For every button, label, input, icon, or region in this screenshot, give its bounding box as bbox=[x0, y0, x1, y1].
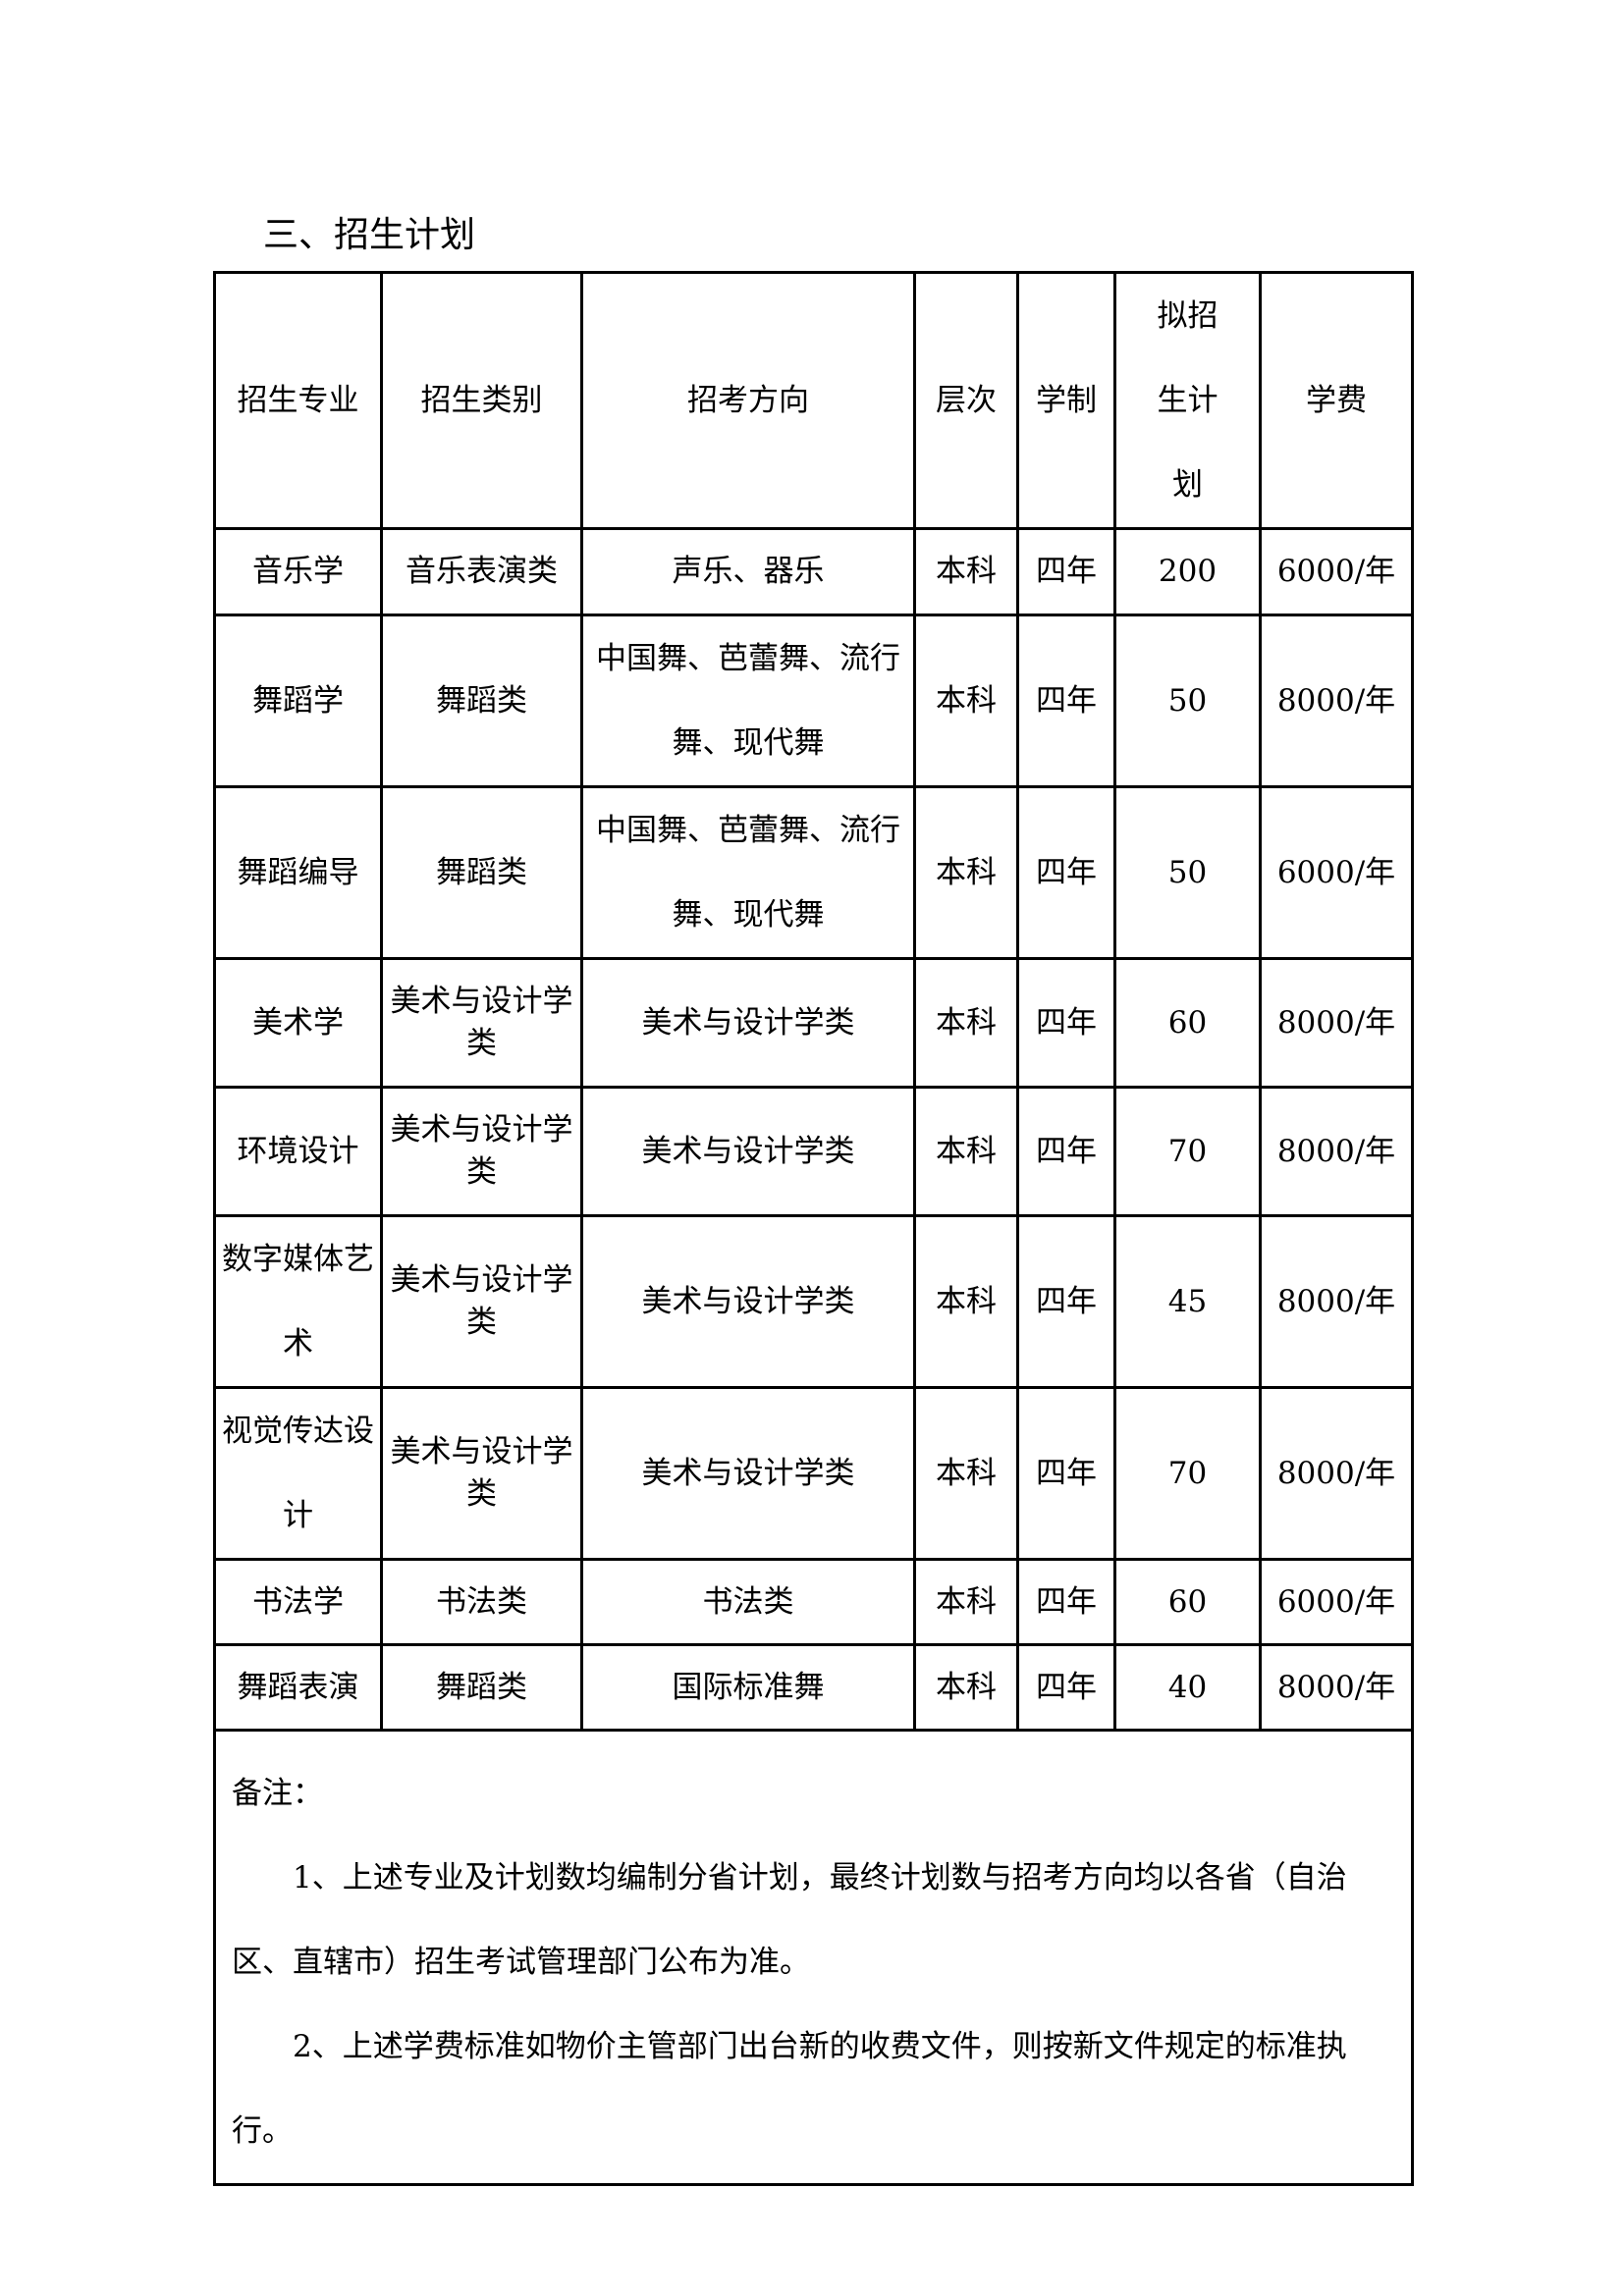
table-cell: 本科 bbox=[913, 1214, 1019, 1389]
table-cell: 美术与设计学类 bbox=[580, 1386, 916, 1561]
table-cell: 美术与设计学类 bbox=[380, 1214, 583, 1389]
header-row: 招生专业 招生类别 招考方向 层次 学制 拟招生计划 学费 bbox=[213, 271, 1414, 530]
table-cell: 视觉传达设计 bbox=[213, 1386, 383, 1561]
table-cell: 国际标准舞 bbox=[580, 1643, 916, 1732]
note-item: 2、上述学费标准如物价主管部门出台新的收费文件，则按新文件规定的标准执行。 bbox=[232, 2029, 1347, 2149]
table-cell: 8000/年 bbox=[1259, 1086, 1414, 1217]
table-cell: 音乐表演类 bbox=[380, 527, 583, 616]
table-cell: 舞蹈类 bbox=[380, 1643, 583, 1732]
table-cell: 书法学 bbox=[213, 1558, 383, 1646]
table-cell: 8000/年 bbox=[1259, 1643, 1414, 1732]
table-cell: 8000/年 bbox=[1259, 1214, 1414, 1389]
table-cell: 200 bbox=[1113, 527, 1262, 616]
table-cell: 50 bbox=[1113, 785, 1262, 960]
table-row: 音乐学 音乐表演类 声乐、器乐 本科 四年 200 6000/年 bbox=[213, 527, 1414, 616]
header-cell: 招生类别 bbox=[380, 271, 583, 530]
table-cell: 舞蹈学 bbox=[213, 614, 383, 788]
table-cell: 70 bbox=[1113, 1386, 1262, 1561]
table-cell: 书法类 bbox=[580, 1558, 916, 1646]
table-row: 视觉传达设计 美术与设计学类 美术与设计学类 本科 四年 70 8000/年 bbox=[213, 1386, 1414, 1561]
table-cell: 四年 bbox=[1016, 1214, 1116, 1389]
header-cell: 层次 bbox=[913, 271, 1019, 530]
table-cell: 本科 bbox=[913, 1086, 1019, 1217]
table-row: 舞蹈编导 舞蹈类 中国舞、芭蕾舞、流行舞、现代舞 本科 四年 50 6000/年 bbox=[213, 785, 1414, 960]
table-cell: 6000/年 bbox=[1259, 785, 1414, 960]
table-cell: 四年 bbox=[1016, 1386, 1116, 1561]
table-cell: 50 bbox=[1113, 614, 1262, 788]
table-cell: 70 bbox=[1113, 1086, 1262, 1217]
table-cell: 45 bbox=[1113, 1214, 1262, 1389]
table-cell: 美术与设计学类 bbox=[580, 1086, 916, 1217]
table-cell: 舞蹈表演 bbox=[213, 1643, 383, 1732]
table-row: 环境设计 美术与设计学类 美术与设计学类 本科 四年 70 8000/年 bbox=[213, 1086, 1414, 1217]
header-cell: 拟招生计划 bbox=[1113, 271, 1262, 530]
table-cell: 舞蹈类 bbox=[380, 614, 583, 788]
table-cell: 6000/年 bbox=[1259, 527, 1414, 616]
table-row: 美术学 美术与设计学类 美术与设计学类 本科 四年 60 8000/年 bbox=[213, 957, 1414, 1089]
table-cell: 美术与设计学类 bbox=[380, 1386, 583, 1561]
table-cell: 本科 bbox=[913, 1643, 1019, 1732]
table-row: 舞蹈表演 舞蹈类 国际标准舞 本科 四年 40 8000/年 bbox=[213, 1643, 1414, 1732]
notes-label: 备注： bbox=[232, 1776, 323, 1811]
table-row: 舞蹈学 舞蹈类 中国舞、芭蕾舞、流行舞、现代舞 本科 四年 50 8000/年 bbox=[213, 614, 1414, 788]
table-cell: 四年 bbox=[1016, 614, 1116, 788]
table-cell: 环境设计 bbox=[213, 1086, 383, 1217]
note-item: 1、上述专业及计划数均编制分省计划，最终计划数与招考方向均以各省（自治区、直辖市… bbox=[232, 1860, 1347, 1980]
table-cell: 美术与设计学类 bbox=[580, 1214, 916, 1389]
table-cell: 书法类 bbox=[380, 1558, 583, 1646]
table-cell: 音乐学 bbox=[213, 527, 383, 616]
table-row: 数字媒体艺术 美术与设计学类 美术与设计学类 本科 四年 45 8000/年 bbox=[213, 1214, 1414, 1389]
table-cell: 声乐、器乐 bbox=[580, 527, 916, 616]
table-cell: 美术与设计学类 bbox=[380, 1086, 583, 1217]
table-cell: 本科 bbox=[913, 1558, 1019, 1646]
table-cell: 8000/年 bbox=[1259, 614, 1414, 788]
section-title: 三、招生计划 bbox=[263, 215, 476, 255]
table-cell: 四年 bbox=[1016, 1558, 1116, 1646]
table-cell: 60 bbox=[1113, 957, 1262, 1089]
table-cell: 本科 bbox=[913, 957, 1019, 1089]
table-cell: 舞蹈编导 bbox=[213, 785, 383, 960]
header-cell: 学费 bbox=[1259, 271, 1414, 530]
table-cell: 6000/年 bbox=[1259, 1558, 1414, 1646]
table-cell: 60 bbox=[1113, 1558, 1262, 1646]
table-cell: 数字媒体艺术 bbox=[213, 1214, 383, 1389]
table-cell: 中国舞、芭蕾舞、流行舞、现代舞 bbox=[580, 785, 916, 960]
header-cell: 招生专业 bbox=[213, 271, 383, 530]
table-cell: 四年 bbox=[1016, 785, 1116, 960]
table-cell: 四年 bbox=[1016, 1643, 1116, 1732]
table-cell: 美术与设计学类 bbox=[380, 957, 583, 1089]
table-cell: 本科 bbox=[913, 527, 1019, 616]
table-cell: 40 bbox=[1113, 1643, 1262, 1732]
table-row: 书法学 书法类 书法类 本科 四年 60 6000/年 bbox=[213, 1558, 1414, 1646]
table-cell: 8000/年 bbox=[1259, 1386, 1414, 1561]
table-cell: 舞蹈类 bbox=[380, 785, 583, 960]
table-cell: 四年 bbox=[1016, 1086, 1116, 1217]
table-cell: 中国舞、芭蕾舞、流行舞、现代舞 bbox=[580, 614, 916, 788]
table-cell: 8000/年 bbox=[1259, 957, 1414, 1089]
table-cell: 本科 bbox=[913, 785, 1019, 960]
table-cell: 四年 bbox=[1016, 957, 1116, 1089]
table-cell: 美术与设计学类 bbox=[580, 957, 916, 1089]
table-cell: 美术学 bbox=[213, 957, 383, 1089]
enrollment-plan-table: 招生专业 招生类别 招考方向 层次 学制 拟招生计划 学费 音乐学 音乐表演类 声乐… bbox=[213, 271, 1414, 2186]
header-cell: 学制 bbox=[1016, 271, 1116, 530]
table-cell: 本科 bbox=[913, 614, 1019, 788]
table-cell: 本科 bbox=[913, 1386, 1019, 1561]
notes-cell: 备注： 1、上述专业及计划数均编制分省计划，最终计划数与招考方向均以各省（自治区… bbox=[213, 1729, 1414, 2186]
table-cell: 四年 bbox=[1016, 527, 1116, 616]
header-cell: 招考方向 bbox=[580, 271, 916, 530]
